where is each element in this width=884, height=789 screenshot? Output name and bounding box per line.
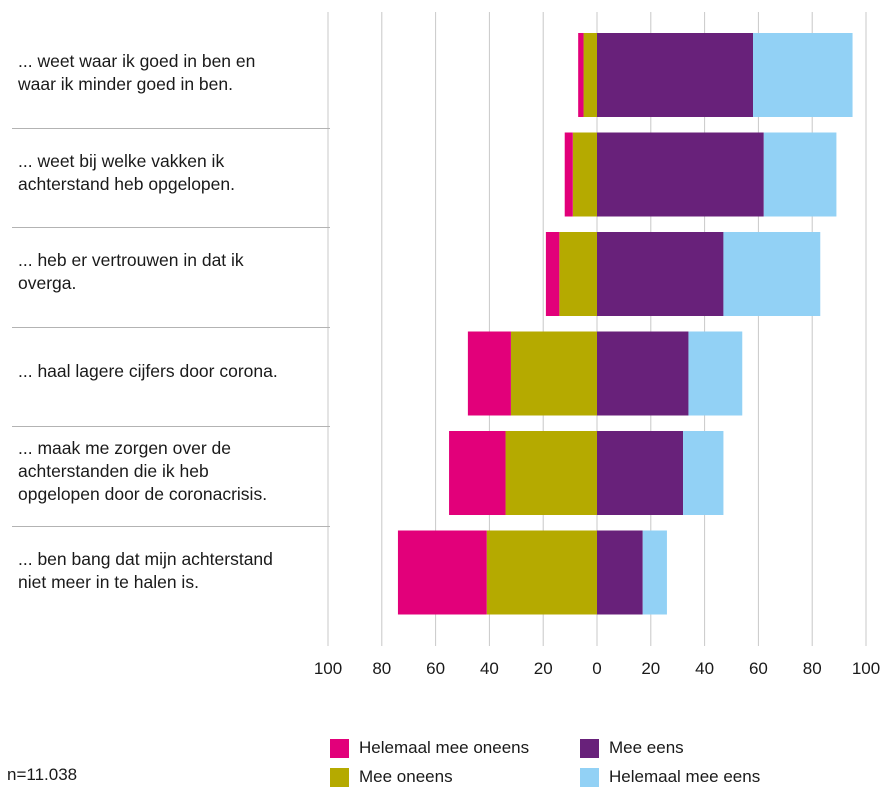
legend-item-mee-eens: Mee eens — [580, 738, 684, 758]
legend-label-helemaal-mee-eens: Helemaal mee eens — [609, 767, 761, 786]
category-label-2: ... heb er vertrouwen in dat ik overga. — [18, 250, 244, 293]
legend-swatch-helemaal-mee-eens — [580, 767, 599, 787]
bar-helemaal-mee-oneens-5 — [397, 530, 487, 615]
bar-mee-oneens-4 — [505, 431, 597, 515]
bar-mee-oneens-1 — [572, 132, 597, 217]
legend-swatch-mee-eens — [580, 738, 599, 758]
legend: Helemaal mee oneens Mee eens Mee oneens … — [330, 738, 850, 788]
category-label-4: ... maak me zorgen over de achterstanden… — [18, 437, 268, 504]
bar-helemaal-mee-eens-5 — [642, 530, 667, 615]
x-tick-label-6: 20 — [641, 659, 660, 678]
x-tick-label-5: 0 — [592, 659, 601, 678]
legend-item-helemaal-mee-oneens: Helemaal mee oneens — [330, 738, 529, 758]
category-label-3: ... haal lagere cijfers door corona. — [18, 361, 278, 381]
row-separator-3 — [12, 426, 330, 427]
bar-helemaal-mee-oneens-1 — [564, 132, 573, 217]
x-tick-label-10: 100 — [852, 659, 880, 678]
legend-label-mee-eens: Mee eens — [609, 738, 684, 757]
bar-mee-oneens-3 — [510, 331, 597, 416]
bar-mee-eens-3 — [597, 331, 689, 416]
legend-label-helemaal-mee-oneens: Helemaal mee oneens — [359, 738, 530, 757]
bar-mee-eens-1 — [597, 132, 764, 217]
bar-mee-oneens-2 — [559, 232, 597, 316]
bar-helemaal-mee-eens-2 — [723, 232, 821, 316]
bar-mee-oneens-5 — [486, 530, 597, 615]
bar-mee-eens-5 — [597, 530, 643, 615]
diverging-bar-chart: 100 80 60 40 20 0 20 40 60 80 100 — [314, 12, 880, 678]
x-tick-label-2: 60 — [426, 659, 445, 678]
bar-mee-oneens-0 — [583, 33, 597, 117]
bar-helemaal-mee-oneens-4 — [449, 431, 506, 515]
bar-mee-eens-4 — [597, 431, 684, 515]
row-separator-1 — [12, 227, 330, 228]
sample-size-note: n=11.038 — [7, 765, 78, 784]
bar-helemaal-mee-eens-4 — [683, 431, 724, 515]
x-tick-label-8: 60 — [749, 659, 768, 678]
x-tick-label-9: 80 — [803, 659, 822, 678]
legend-label-mee-oneens: Mee oneens — [359, 767, 453, 786]
bar-helemaal-mee-eens-0 — [753, 33, 853, 117]
legend-item-mee-oneens: Mee oneens — [330, 767, 453, 787]
category-label-1: ... weet bij welke vakken ik achterstand… — [18, 150, 235, 194]
row-separator-0 — [12, 128, 330, 129]
legend-item-helemaal-mee-eens: Helemaal mee eens — [580, 767, 760, 787]
x-tick-label-0: 100 — [314, 659, 342, 678]
x-tick-label-1: 80 — [372, 659, 391, 678]
row-separator-4 — [12, 526, 330, 527]
bar-helemaal-mee-oneens-3 — [467, 331, 511, 416]
category-label-0: ... weet waar ik goed in ben en waar ik … — [18, 51, 256, 94]
bar-helemaal-mee-oneens-0 — [578, 33, 584, 117]
x-tick-label-3: 40 — [480, 659, 499, 678]
bar-helemaal-mee-oneens-2 — [545, 232, 560, 316]
category-label-5: ... ben bang dat mijn achterstand niet m… — [18, 548, 273, 592]
x-tick-label-7: 40 — [695, 659, 714, 678]
x-tick-label-4: 20 — [534, 659, 553, 678]
legend-swatch-helemaal-mee-oneens — [330, 738, 349, 758]
row-separator-2 — [12, 327, 330, 328]
legend-swatch-mee-oneens — [330, 767, 349, 787]
bar-helemaal-mee-eens-3 — [688, 331, 743, 416]
bar-mee-eens-2 — [597, 232, 724, 316]
bar-helemaal-mee-eens-1 — [763, 132, 837, 217]
bar-mee-eens-0 — [597, 33, 754, 117]
